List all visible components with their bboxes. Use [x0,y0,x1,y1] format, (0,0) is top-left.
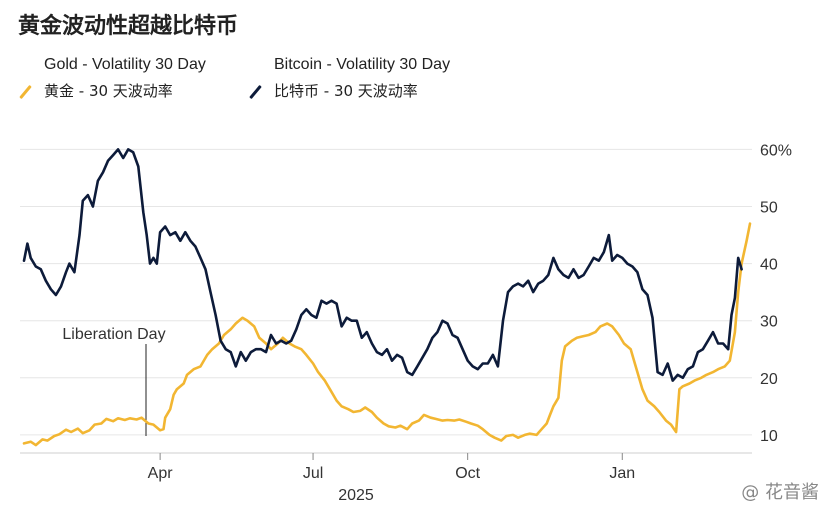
y-tick-label: 50 [760,200,778,217]
legend-label-bitcoin-cn: 比特币 - 30 天波动率 [274,82,418,100]
x-tick-label: Jan [609,465,635,482]
x-tick-label: Jul [303,465,323,482]
annotation-label: Liberation Day [62,326,165,343]
x-tick-label: Apr [148,465,174,482]
legend-label-gold-en: Gold - Volatility 30 Day [44,56,206,73]
y-axis: 10 20 30 40 50 60% [760,142,792,444]
chart-title: 黄金波动性超越比特币 [18,14,239,39]
watermark: @ 花音酱 [741,482,819,503]
series-line-gold [22,222,752,447]
series-lines [22,148,752,447]
y-tick-label: 30 [760,314,778,331]
legend-label-bitcoin-en: Bitcoin - Volatility 30 Day [274,56,451,73]
y-tick-label: 10 [760,428,778,445]
series-line-bitcoin [22,148,743,382]
gridlines [20,148,752,436]
y-tick-label: 40 [760,257,778,274]
x-axis-year-label: 2025 [338,487,374,504]
legend-label-gold-cn: 黄金 - 30 天波动率 [44,82,173,100]
y-tick-label: 60% [760,142,792,159]
x-tick-label: Oct [455,465,480,482]
x-axis: Apr Jul Oct Jan [148,453,635,482]
y-tick-label: 20 [760,371,778,388]
